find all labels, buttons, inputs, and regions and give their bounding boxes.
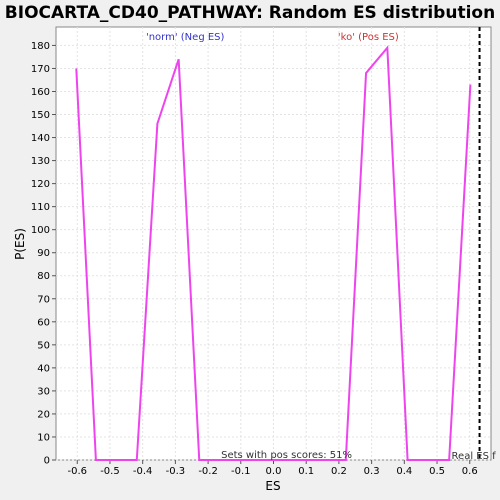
y-tick-label: 90 [37,248,50,259]
y-tick-label: 80 [37,271,50,282]
y-tick-label: 140 [31,133,50,144]
real-es-label: Real ES f [452,451,497,462]
y-tick-label: 50 [37,340,50,351]
y-tick-label: 130 [31,156,50,167]
y-axis-ticks: 0 10 20 30 40 50 60 70 80 90 100 110 120 130 140 150 160… [31,41,56,467]
x-tick-label: 0.1 [298,466,314,477]
x-tick-label: 0.2 [331,466,347,477]
x-tick-label: -0.2 [198,466,218,477]
x-tick-label: -0.1 [231,466,251,477]
y-axis-label: P(ES) [13,228,27,260]
y-tick-label: 170 [31,64,50,75]
x-tick-label: 0.5 [429,466,445,477]
x-tick-label: -0.5 [100,466,120,477]
x-tick-label: -0.3 [166,466,186,477]
y-tick-label: 120 [31,179,50,190]
y-tick-label: 10 [37,432,50,443]
y-tick-label: 40 [37,363,50,374]
x-tick-label: 0.3 [364,466,380,477]
x-tick-label: 0.4 [396,466,412,477]
y-tick-label: 70 [37,294,50,305]
x-tick-label: 0.0 [266,466,282,477]
pos-es-label: 'ko' (Pos ES) [338,32,399,43]
x-tick-label: -0.4 [133,466,153,477]
y-tick-label: 110 [31,202,50,213]
pos-scores-note: Sets with pos scores: 51% [221,450,352,461]
y-tick-label: 60 [37,317,50,328]
chart-title: BIOCARTA_CD40_PATHWAY: Random ES distrib… [5,3,495,23]
y-tick-label: 20 [37,409,50,420]
es-series-line [75,45,472,461]
x-axis-label: ES [265,479,280,493]
y-tick-label: 100 [31,225,50,236]
x-tick-label: 0.6 [462,466,478,477]
y-tick-label: 0 [44,456,50,467]
y-tick-label: 30 [37,386,50,397]
x-tick-label: -0.6 [68,466,88,477]
y-tick-label: 150 [31,110,50,121]
y-tick-label: 180 [31,41,50,52]
y-tick-label: 160 [31,87,50,98]
neg-es-label: 'norm' (Neg ES) [146,32,225,43]
x-axis-ticks: -0.6 -0.5 -0.4 -0.3 -0.2 -0.1 0.0 0.1 0.2 0.3 0.4 0… [68,460,478,477]
